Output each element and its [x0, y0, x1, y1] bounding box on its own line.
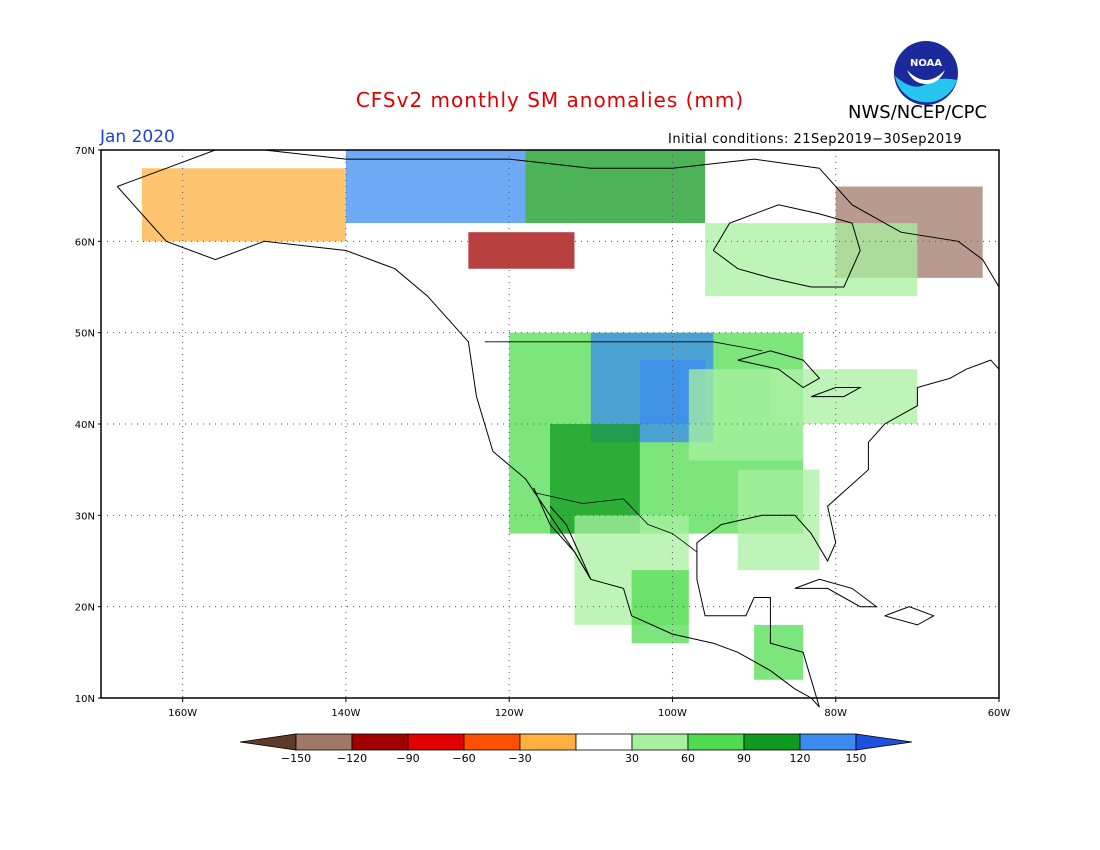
logo-text: NOAA	[910, 58, 942, 69]
latitude-label: 30N	[75, 511, 95, 522]
graticule	[101, 150, 999, 698]
colorbar-right-arrow	[855, 733, 913, 751]
coastline	[811, 387, 863, 398]
coastline	[533, 487, 592, 580]
colorbar-label: 120	[790, 752, 811, 765]
colorbar-label: −60	[452, 752, 475, 765]
colorbar-swatch	[351, 733, 409, 751]
latitude-label: 50N	[75, 329, 95, 340]
coastline	[712, 204, 861, 288]
colorbar-swatch	[575, 733, 633, 751]
coastline	[117, 149, 820, 187]
coastline-layer	[116, 149, 1000, 708]
valid-month-label: Jan 2020	[100, 127, 175, 147]
latitude-label: 70N	[75, 146, 95, 157]
anomaly-region	[345, 150, 526, 224]
initial-conditions-label: Initial conditions: 21Sep2019−30Sep2019	[668, 132, 963, 147]
coastline	[794, 578, 878, 608]
country-border	[484, 341, 763, 352]
coastline	[819, 167, 1000, 288]
colorbar-label: 60	[681, 752, 695, 765]
longitude-label: 60W	[988, 708, 1011, 719]
longitude-label: 100W	[658, 708, 687, 719]
coastline	[884, 606, 935, 626]
colorbar-label: 90	[737, 752, 751, 765]
anomaly-region	[754, 624, 804, 680]
colorbar-swatch	[687, 733, 745, 751]
colorbar-label: 30	[625, 752, 639, 765]
anomaly-region	[141, 168, 346, 242]
longitude-label: 160W	[168, 708, 197, 719]
colorbar-label: −30	[508, 752, 531, 765]
latitude-label: 40N	[75, 420, 95, 431]
colorbar-swatch	[519, 733, 577, 751]
coastline	[116, 186, 1000, 708]
anomaly-region	[631, 570, 689, 644]
colorbar-label: 150	[846, 752, 867, 765]
colorbar-swatch	[799, 733, 857, 751]
anomaly-region	[525, 150, 706, 224]
colorbar-left-arrow	[239, 733, 297, 751]
map-title: CFSv2 monthly SM anomalies (mm)	[355, 88, 745, 112]
colorbar-swatch	[463, 733, 521, 751]
colorbar-label: −90	[396, 752, 419, 765]
latitude-label: 10N	[75, 694, 95, 705]
colorbar-swatch	[295, 733, 353, 751]
colorbar: −150 −120 −90 −60 −30 30 60 90 120 150	[239, 733, 913, 765]
anomaly-region	[468, 232, 575, 269]
longitude-label: 80W	[824, 708, 847, 719]
country-border	[533, 492, 698, 553]
latitude-label: 60N	[75, 237, 95, 248]
colorbar-swatch	[631, 733, 689, 751]
anomaly-region	[737, 469, 820, 571]
coastline	[737, 350, 821, 389]
agency-label: NWS/NCEP/CPC	[848, 102, 988, 123]
latitude-label: 20N	[75, 603, 95, 614]
longitude-labels: 160W 140W 120W 100W 80W 60W	[168, 698, 1010, 719]
colorbar-swatch	[743, 733, 801, 751]
land-fill-layer	[141, 150, 983, 680]
noaa-logo-icon: NOAA	[894, 41, 958, 105]
anomaly-region	[705, 223, 918, 297]
latitude-labels: 70N 60N 50N 40N 30N 20N 10N	[75, 146, 101, 705]
colorbar-label: −120	[337, 752, 367, 765]
colorbar-label: −150	[281, 752, 311, 765]
longitude-label: 140W	[331, 708, 360, 719]
colorbar-swatch	[407, 733, 465, 751]
longitude-label: 120W	[495, 708, 524, 719]
